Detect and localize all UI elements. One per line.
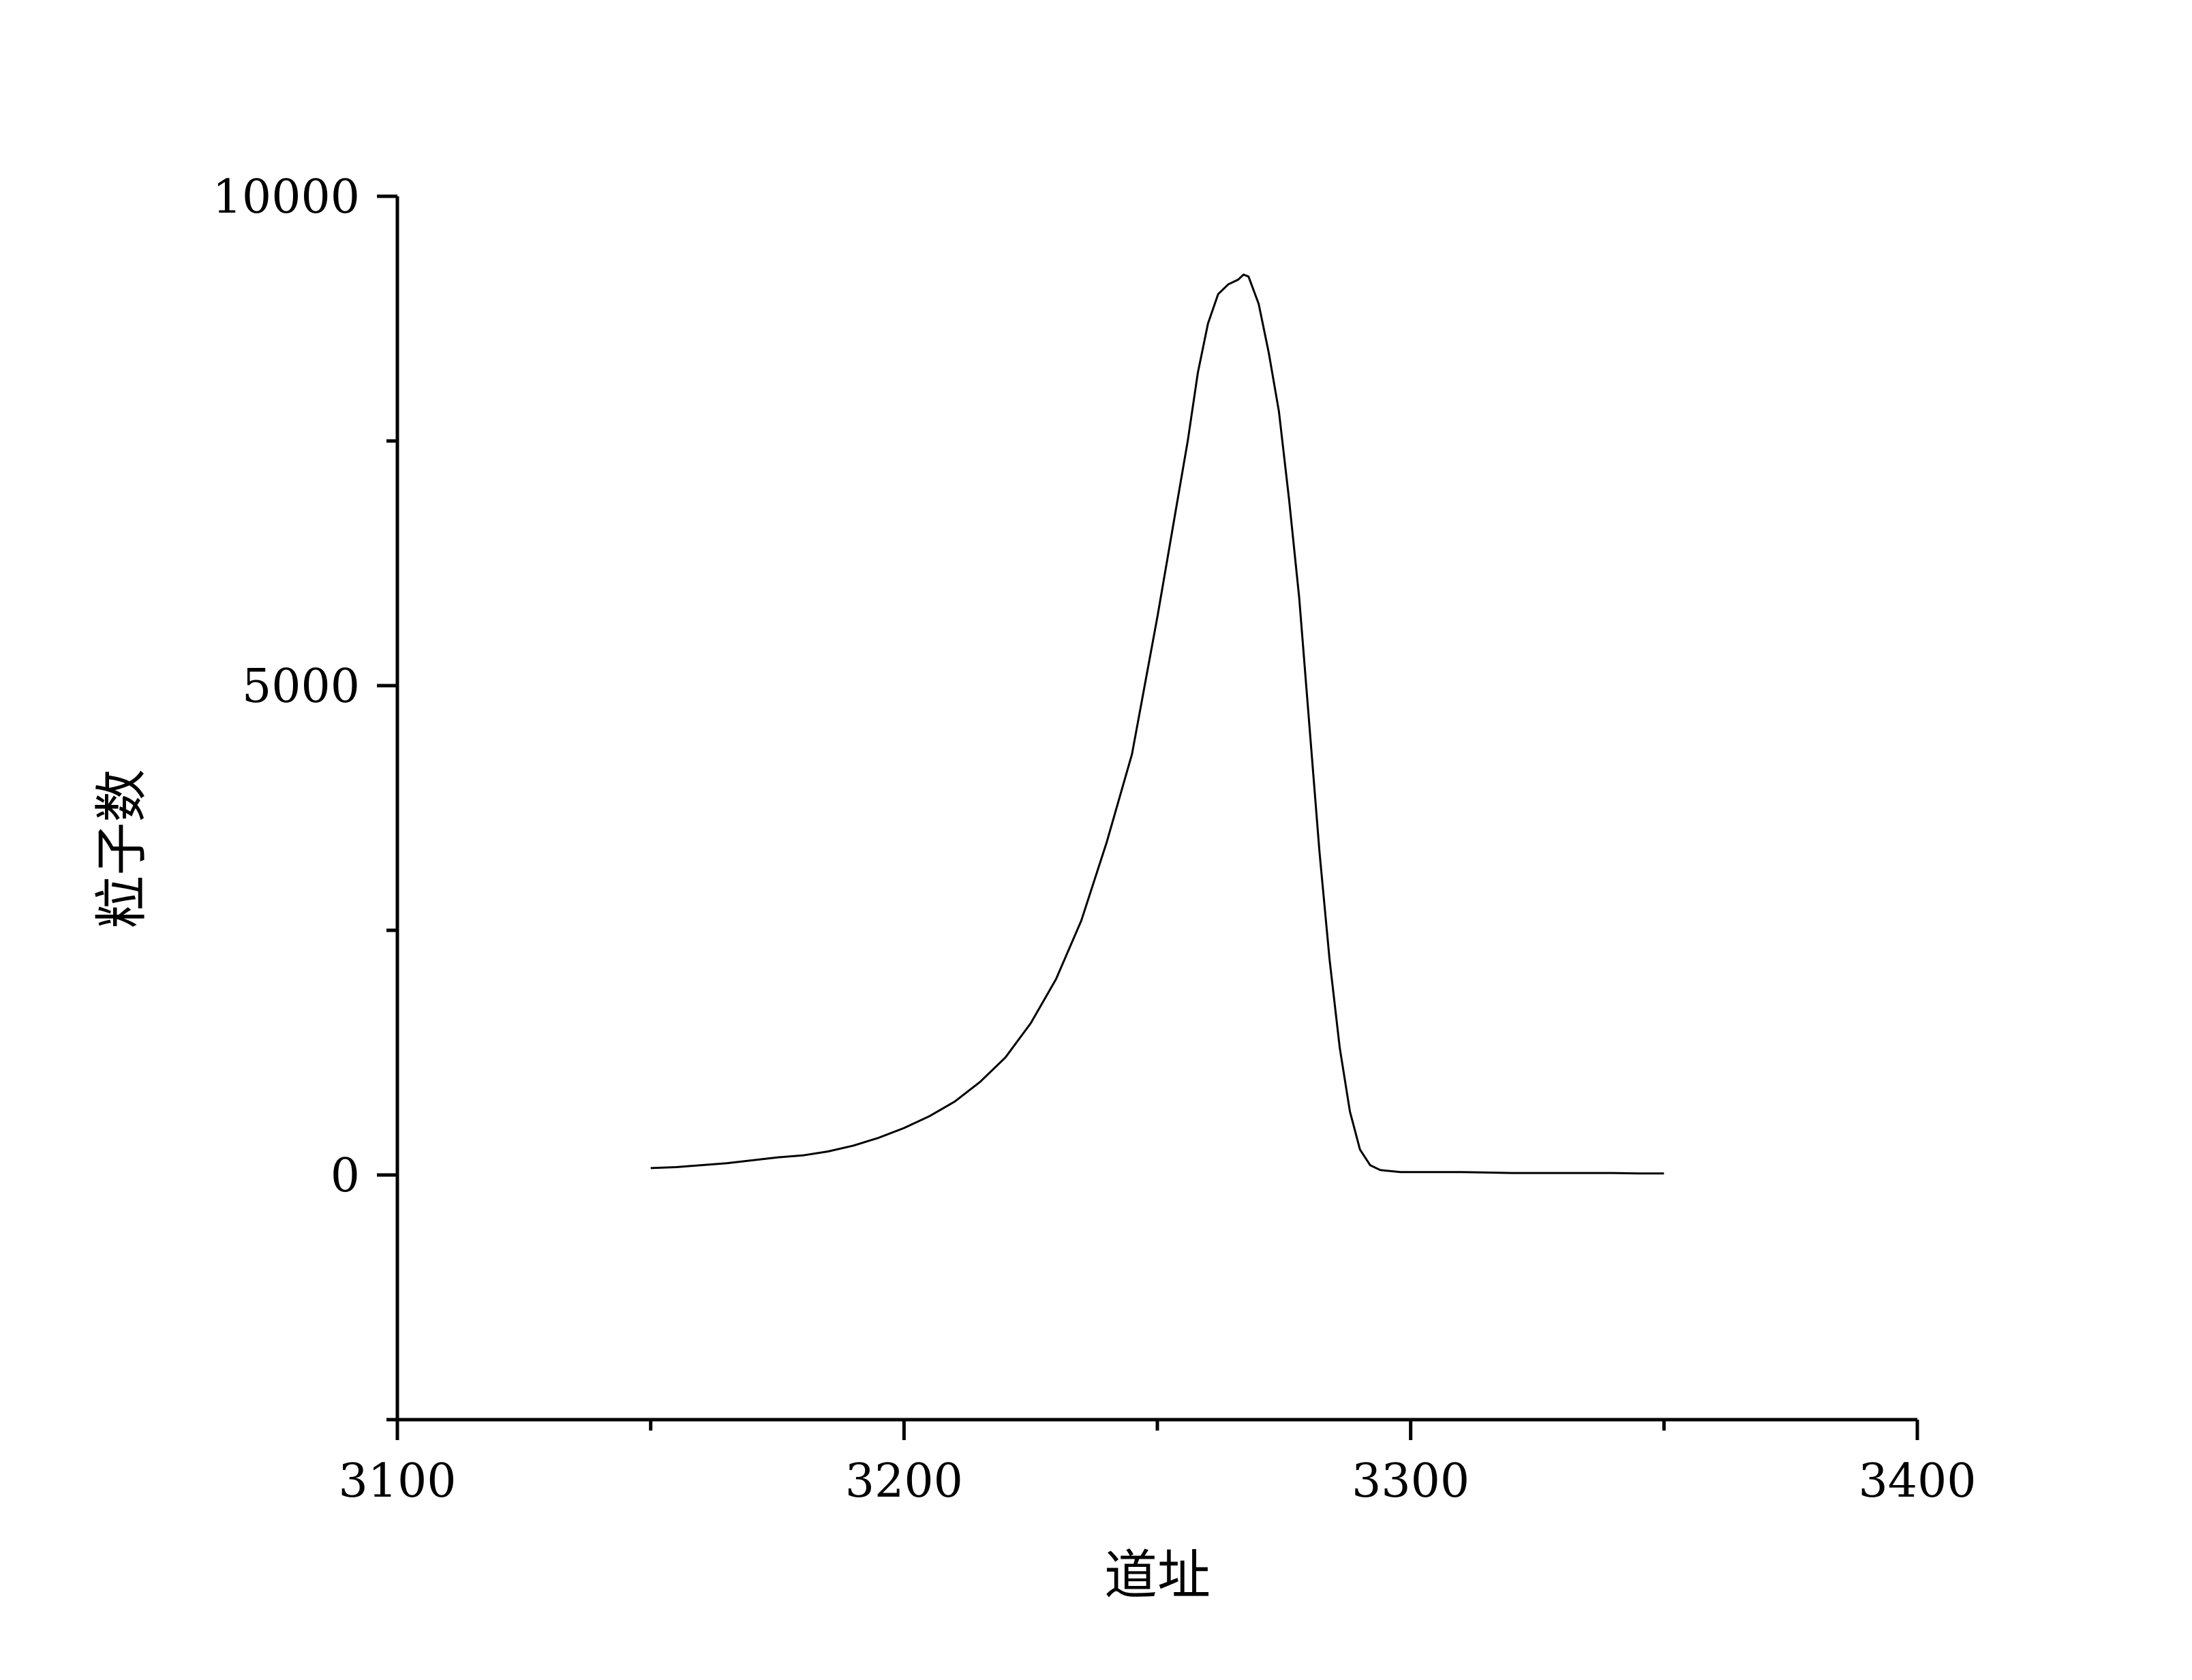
- y-tick-label: 5000: [242, 660, 360, 714]
- x-tick-label: 3400: [1858, 1454, 1976, 1508]
- x-axis-ticks: 3100 3200 3300 3400: [338, 1420, 1977, 1508]
- x-tick-label: 3100: [338, 1454, 456, 1508]
- x-tick-label: 3300: [1352, 1454, 1470, 1508]
- series-group: [650, 273, 1664, 1175]
- x-axis-title: 道址: [1104, 1545, 1211, 1606]
- x-tick-label: 3200: [845, 1454, 963, 1508]
- y-axis-ticks: 0 5000 10000: [213, 170, 397, 1422]
- series-line: [650, 273, 1664, 1175]
- y-tick-label: 0: [331, 1149, 360, 1203]
- y-axis-title: 粒子数: [91, 769, 153, 928]
- y-tick-label: 10000: [213, 170, 360, 224]
